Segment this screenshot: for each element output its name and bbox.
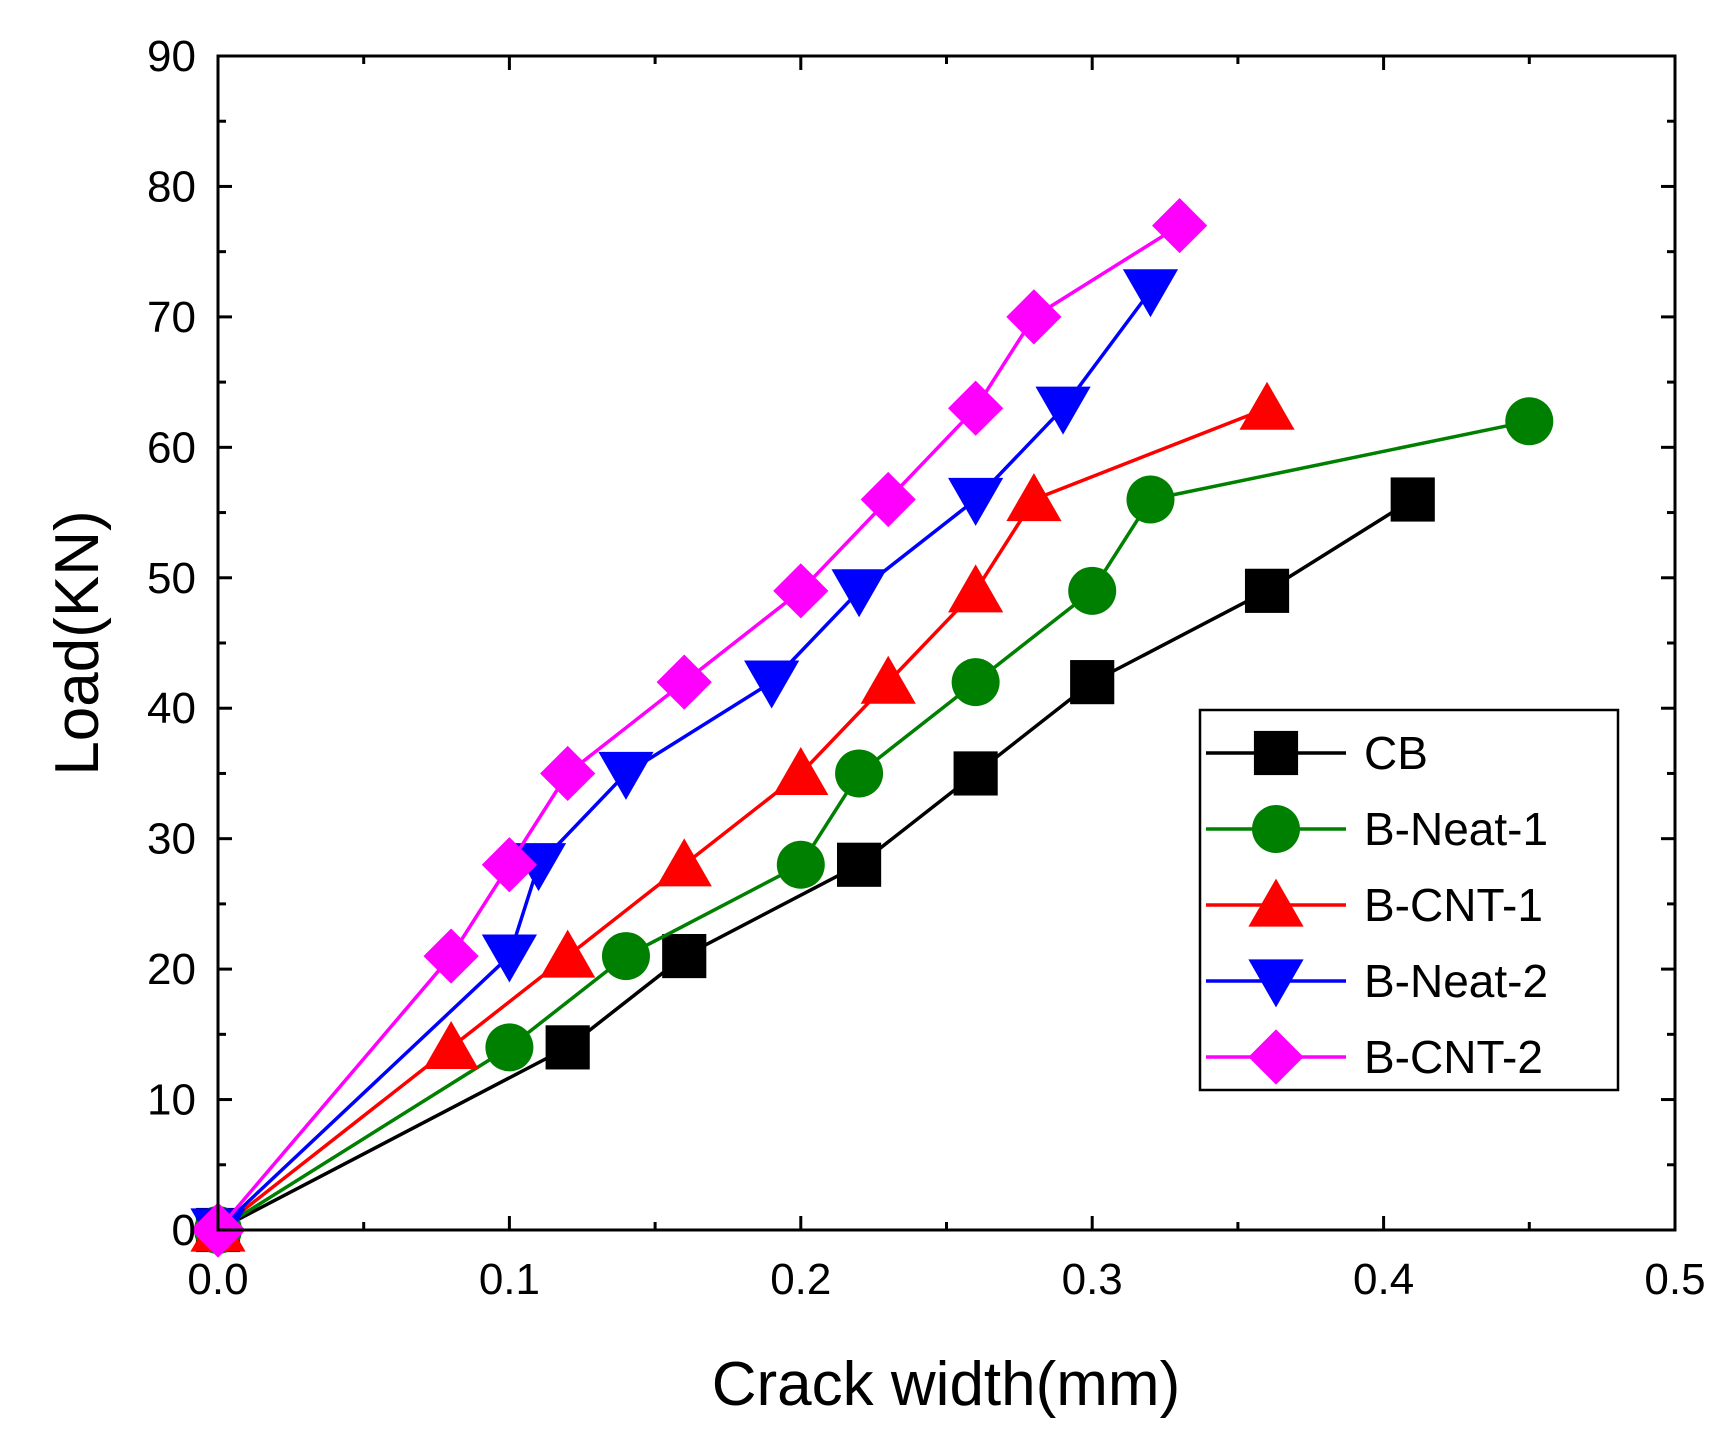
data-point [423,1020,479,1069]
legend-label: B-CNT-1 [1364,879,1543,931]
series-B-CNT-2 [190,197,1208,1258]
legend-entry: B-Neat-1 [1206,803,1548,855]
y-axis-title: Load(KN) [43,510,112,775]
axis-layer: 0.0 0.1 0.2 0.3 0.4 0.5 0 10 20 30 40 50 60 70 80 90 [147,32,1706,1304]
legend-label: B-Neat-2 [1364,955,1548,1007]
data-point [1006,473,1062,522]
legend: CB B-Neat-1 B-CNT-1 B-Neat-2 B-CNT-2 [1198,708,1620,1092]
legend-marker [1248,959,1304,1008]
x-tick-label: 0.2 [770,1255,831,1304]
data-point [1068,566,1117,615]
series-B-Neat-2 [190,269,1179,1257]
legend-entry: B-Neat-2 [1206,955,1548,1008]
x-tick-label: 0.3 [1062,1255,1123,1304]
x-tick-label: 0.5 [1644,1255,1705,1304]
y-tick-label: 40 [147,684,196,733]
x-tick-label: 0.0 [187,1255,248,1304]
y-tick-label: 50 [147,554,196,603]
data-point [860,655,916,704]
series-line [216,289,1152,1232]
data-point [1070,660,1115,705]
data-point [1126,475,1175,524]
data-point [545,1025,590,1070]
series-CB [195,477,1435,1253]
legend-label: B-CNT-2 [1364,1031,1543,1083]
y-tick-label: 60 [147,423,196,472]
x-tick-label: 0.4 [1353,1255,1414,1304]
data-point [1505,397,1554,446]
data-point [656,838,712,887]
data-point [948,380,1004,436]
data-point [837,842,882,887]
data-point [1006,289,1062,345]
legend-label: CB [1364,727,1428,779]
data-point [831,569,887,618]
data-point [744,660,800,709]
data-point [540,929,596,978]
data-point [481,934,537,983]
data-point [656,654,712,710]
data-point [540,745,596,802]
data-point [598,751,654,800]
data-point [601,932,650,981]
data-point [860,471,916,528]
data-point [662,933,707,979]
y-tick-label: 90 [147,32,196,81]
data-point [776,840,825,889]
y-tick-label: 70 [147,293,196,342]
y-tick-label: 30 [147,815,196,864]
data-point [773,563,829,619]
legend-entry: B-CNT-2 [1206,1029,1543,1085]
data-point [1152,197,1208,254]
series-layer [190,197,1554,1258]
legend-marker [1248,1029,1304,1085]
y-tick-label: 80 [147,162,196,211]
legend-label: B-Neat-1 [1364,803,1548,855]
data-point [1035,386,1091,435]
data-point [953,751,998,796]
legend-entry: CB [1206,727,1428,779]
data-point [423,928,479,984]
legend-marker [1252,805,1300,853]
data-point [1122,269,1179,318]
y-tick-label: 10 [147,1076,196,1125]
series-line [216,224,1181,1232]
data-point [481,837,537,893]
data-point [1244,568,1290,613]
data-point [1239,381,1295,430]
data-point [773,747,829,796]
x-axis-title: Crack width(mm) [712,1350,1180,1419]
data-point [948,477,1004,526]
series-B-CNT-1 [190,381,1295,1252]
legend-marker [1253,730,1299,776]
data-point [948,564,1004,613]
data-point [835,749,884,798]
data-point [485,1023,534,1072]
y-tick-label: 0 [172,1206,196,1255]
data-point [951,658,1000,707]
legend-marker [1248,878,1304,927]
series-line [216,406,1268,1232]
data-point [1390,477,1435,522]
y-tick-label: 20 [147,945,196,994]
legend-entry: B-CNT-1 [1206,878,1543,931]
x-tick-label: 0.1 [479,1255,540,1304]
